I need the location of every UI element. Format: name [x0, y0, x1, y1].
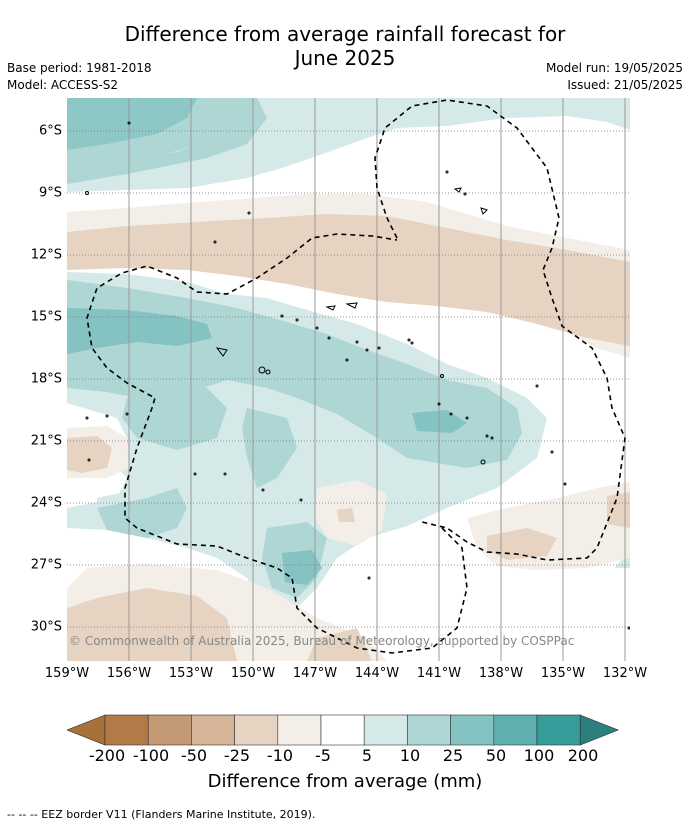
colorbar-label: Difference from average (mm): [207, 771, 483, 792]
colorbar-swatch: [104, 714, 149, 746]
lat-label-21s: 21°S: [30, 433, 62, 449]
title-line-2: June 2025: [294, 46, 396, 70]
colorbar-swatch: [320, 714, 365, 746]
colorbar-tick: -50: [180, 746, 208, 765]
lon-label-132w: 132°W: [602, 666, 648, 681]
map-canvas: [67, 98, 630, 661]
title-line-1: Difference from average rainfall forecas…: [124, 22, 566, 46]
island-outlines: [85, 121, 630, 630]
colorbar-tick: -25: [223, 746, 251, 765]
lat-label-18s: 18°S: [30, 371, 62, 387]
lon-label-156w: 156°W: [106, 666, 152, 681]
colorbar-swatch: [191, 714, 235, 746]
colorbar-swatch: [234, 714, 279, 746]
colorbar-swatch: [147, 714, 192, 746]
colorbar-swatch: [363, 714, 408, 746]
model-run: Model run: 19/05/2025: [545, 61, 683, 75]
rainfall-map: [67, 98, 630, 661]
lon-label-159w: 159°W: [44, 666, 90, 681]
latitude-gridlines: [67, 130, 630, 628]
lon-label-144w: 144°W: [354, 666, 400, 681]
lon-label-138w: 138°W: [478, 666, 524, 681]
lat-label-30s: 30°S: [30, 619, 62, 635]
issued-date: Issued: 21/05/2025: [567, 78, 683, 92]
colorbar-extend-high: [579, 714, 620, 746]
model-name: Model: ACCESS-S2: [7, 78, 119, 92]
lat-label-12s: 12°S: [30, 247, 62, 263]
colorbar-tick: -100: [132, 746, 170, 765]
eez-footnote: -- -- -- EEZ border V11 (Flanders Marine…: [7, 808, 316, 821]
lon-label-153w: 153°W: [168, 666, 214, 681]
map-title: Difference from average rainfall forecas…: [0, 22, 690, 70]
colorbar-tick: 100: [523, 746, 555, 765]
colorbar-extend-low: [67, 714, 106, 746]
lon-label-150w: 150°W: [230, 666, 276, 681]
colorbar: [67, 714, 620, 746]
lat-label-6s: 6°S: [38, 123, 62, 139]
lat-label-9s: 9°S: [38, 185, 62, 201]
colorbar-swatch: [536, 714, 581, 746]
lon-label-141w: 141°W: [416, 666, 462, 681]
colorbar-tick: -200: [88, 746, 126, 765]
colorbar-swatch: [450, 714, 495, 746]
colorbar-swatch: [277, 714, 322, 746]
colorbar-tick: 10: [399, 746, 421, 765]
lon-label-135w: 135°W: [540, 666, 586, 681]
colorbar-tick: 5: [361, 746, 373, 765]
lon-label-147w: 147°W: [292, 666, 338, 681]
colorbar-tick: -10: [266, 746, 294, 765]
base-period: Base period: 1981-2018: [7, 61, 152, 75]
lat-label-24s: 24°S: [30, 495, 62, 511]
meta-left: Base period: 1981-2018 Model: ACCESS-S2: [7, 60, 152, 94]
meta-right: Model run: 19/05/2025 Issued: 21/05/2025: [546, 60, 683, 94]
longitude-gridlines: [128, 98, 626, 661]
colorbar-tick: 200: [567, 746, 599, 765]
colorbar-tick: -5: [315, 746, 331, 765]
lat-label-15s: 15°S: [30, 309, 62, 325]
copyright-notice: © Commonwealth of Australia 2025, Bureau…: [69, 634, 575, 648]
lat-label-27s: 27°S: [30, 557, 62, 573]
colorbar-tick: 25: [442, 746, 464, 765]
colorbar-swatch: [407, 714, 451, 746]
anomaly-minus10-to-minus25: [67, 214, 630, 661]
colorbar-swatch: [493, 714, 538, 746]
eez-borders: [86, 99, 626, 654]
colorbar-tick: 50: [485, 746, 507, 765]
